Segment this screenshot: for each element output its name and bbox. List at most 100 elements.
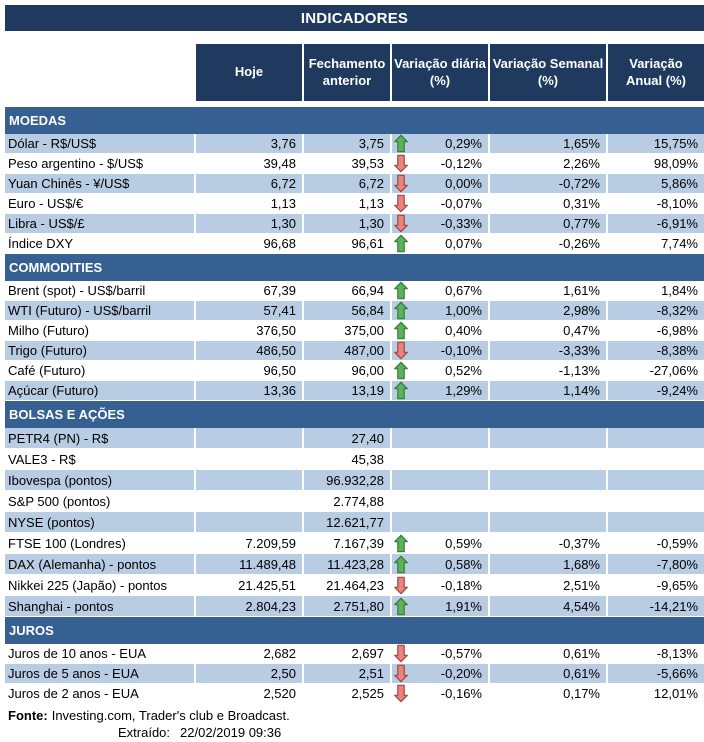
cell-variacao-diaria bbox=[392, 428, 488, 449]
cell-fechamento-anterior: 2,525 bbox=[304, 684, 390, 704]
cell-variacao-diaria: 1,91% bbox=[392, 596, 488, 617]
cell-hoje: 7.209,59 bbox=[196, 533, 302, 554]
cell-fechamento-anterior: 45,38 bbox=[304, 449, 390, 470]
cell-fechamento-anterior: 56,84 bbox=[304, 301, 390, 321]
cell-fechamento-anterior: 487,00 bbox=[304, 341, 390, 361]
up-arrow-icon bbox=[393, 381, 408, 400]
cell-fechamento-anterior: 96.932,28 bbox=[304, 470, 390, 491]
cell-fechamento-anterior: 3,75 bbox=[304, 134, 390, 154]
table-row: Brent (spot) - US$/barril 67,39 66,94 0,67%… bbox=[5, 281, 704, 301]
cell-variacao-diaria: 0,59% bbox=[392, 533, 488, 554]
row-label: Brent (spot) - US$/barril bbox=[5, 281, 194, 301]
table-row: Milho (Futuro) 376,50 375,00 0,40% 0,47% -6,9… bbox=[5, 321, 704, 341]
row-label: DAX (Alemanha) - pontos bbox=[5, 554, 194, 575]
cell-hoje: 96,68 bbox=[196, 234, 302, 254]
table-row: Nikkei 225 (Japão) - pontos 21.425,51 21.4… bbox=[5, 575, 704, 596]
down-arrow-icon bbox=[393, 664, 408, 683]
cell-fechamento-anterior: 375,00 bbox=[304, 321, 390, 341]
cell-fechamento-anterior: 2,697 bbox=[304, 644, 390, 664]
cell-variacao-diaria: 0,58% bbox=[392, 554, 488, 575]
cell-hoje bbox=[196, 449, 302, 470]
column-header-variacao-anual: Variação Anual (%) bbox=[608, 44, 704, 101]
table-row: Açúcar (Futuro) 13,36 13,19 1,29% 1,14% -9,24… bbox=[5, 381, 704, 401]
row-label: Trigo (Futuro) bbox=[5, 341, 194, 361]
cell-variacao-semanal: 4,54% bbox=[490, 596, 606, 617]
cell-variacao-semanal bbox=[490, 470, 606, 491]
cell-fechamento-anterior: 1,13 bbox=[304, 194, 390, 214]
row-label: PETR4 (PN) - R$ bbox=[5, 428, 194, 449]
cell-fechamento-anterior: 96,61 bbox=[304, 234, 390, 254]
cell-hoje: 3,76 bbox=[196, 134, 302, 154]
cell-hoje bbox=[196, 491, 302, 512]
cell-fechamento-anterior: 2,51 bbox=[304, 664, 390, 684]
up-arrow-icon bbox=[393, 281, 408, 300]
cell-variacao-anual: -9,24% bbox=[608, 381, 704, 401]
variacao-diaria-value: -0,16% bbox=[440, 686, 482, 701]
cell-fechamento-anterior: 21.464,23 bbox=[304, 575, 390, 596]
row-label: Yuan Chinês - ¥/US$ bbox=[5, 174, 194, 194]
cell-variacao-anual bbox=[608, 449, 704, 470]
cell-variacao-semanal: 2,98% bbox=[490, 301, 606, 321]
variacao-diaria-value: -0,20% bbox=[440, 666, 482, 681]
cell-hoje: 2,50 bbox=[196, 664, 302, 684]
cell-variacao-semanal: 0,61% bbox=[490, 644, 606, 664]
cell-variacao-semanal: 1,68% bbox=[490, 554, 606, 575]
row-label: NYSE (pontos) bbox=[5, 512, 194, 533]
row-label: FTSE 100 (Londres) bbox=[5, 533, 194, 554]
up-arrow-icon bbox=[393, 301, 408, 320]
table-row: DAX (Alemanha) - pontos 11.489,48 11.423,2… bbox=[5, 554, 704, 575]
extracted-line: Extraído: 22/02/2019 09:36 bbox=[118, 724, 704, 742]
row-label: Milho (Futuro) bbox=[5, 321, 194, 341]
cell-variacao-diaria: -0,16% bbox=[392, 684, 488, 704]
cell-hoje: 2.804,23 bbox=[196, 596, 302, 617]
table-row: Juros de 10 anos - EUA 2,682 2,697 -0,57% 0,… bbox=[5, 644, 704, 664]
variacao-diaria-value: -0,12% bbox=[440, 156, 482, 171]
down-arrow-icon bbox=[393, 194, 408, 213]
cell-hoje: 11.489,48 bbox=[196, 554, 302, 575]
cell-variacao-diaria: -0,07% bbox=[392, 194, 488, 214]
cell-hoje: 13,36 bbox=[196, 381, 302, 401]
table-row: Juros de 5 anos - EUA 2,50 2,51 -0,20% 0,61%… bbox=[5, 664, 704, 684]
table-row: Ibovespa (pontos) 96.932,28 bbox=[5, 470, 704, 491]
cell-fechamento-anterior: 6,72 bbox=[304, 174, 390, 194]
cell-variacao-diaria: -0,18% bbox=[392, 575, 488, 596]
variacao-diaria-value: 0,40% bbox=[445, 323, 482, 338]
variacao-diaria-value: 0,52% bbox=[445, 363, 482, 378]
variacao-diaria-value: 0,59% bbox=[445, 535, 482, 551]
cell-fechamento-anterior: 96,00 bbox=[304, 361, 390, 381]
cell-variacao-anual: 7,74% bbox=[608, 234, 704, 254]
column-header-variacao-diaria: Variação diária (%) bbox=[392, 44, 488, 101]
cell-fechamento-anterior: 2.751,80 bbox=[304, 596, 390, 617]
cell-variacao-semanal: 0,77% bbox=[490, 214, 606, 234]
variacao-diaria-value: 1,00% bbox=[445, 303, 482, 318]
section-header-commodities: COMMODITIES bbox=[5, 254, 704, 281]
row-label: Açúcar (Futuro) bbox=[5, 381, 194, 401]
cell-fechamento-anterior: 12.621,77 bbox=[304, 512, 390, 533]
column-header-empty bbox=[5, 44, 194, 101]
cell-variacao-semanal: 1,14% bbox=[490, 381, 606, 401]
cell-variacao-anual: -6,91% bbox=[608, 214, 704, 234]
variacao-diaria-value: 0,67% bbox=[445, 283, 482, 298]
cell-hoje: 376,50 bbox=[196, 321, 302, 341]
cell-variacao-anual: 1,84% bbox=[608, 281, 704, 301]
cell-hoje: 21.425,51 bbox=[196, 575, 302, 596]
cell-fechamento-anterior: 27,40 bbox=[304, 428, 390, 449]
row-label: Libra - US$/£ bbox=[5, 214, 194, 234]
table-row: FTSE 100 (Londres) 7.209,59 7.167,39 0,59% -… bbox=[5, 533, 704, 554]
cell-hoje: 1,13 bbox=[196, 194, 302, 214]
down-arrow-icon bbox=[393, 644, 408, 663]
variacao-diaria-value: 0,00% bbox=[445, 176, 482, 191]
extracted-label: Extraído: bbox=[118, 725, 171, 740]
cell-variacao-semanal: 1,61% bbox=[490, 281, 606, 301]
variacao-diaria-value: 0,58% bbox=[445, 556, 482, 572]
table-row: S&P 500 (pontos) 2.774,88 bbox=[5, 491, 704, 512]
cell-variacao-semanal: 2,26% bbox=[490, 154, 606, 174]
cell-variacao-anual: -7,80% bbox=[608, 554, 704, 575]
cell-variacao-semanal: -0,72% bbox=[490, 174, 606, 194]
cell-variacao-semanal: 0,61% bbox=[490, 664, 606, 684]
section-header-juros: JUROS bbox=[5, 617, 704, 644]
cell-hoje: 2,682 bbox=[196, 644, 302, 664]
cell-variacao-diaria: 0,29% bbox=[392, 134, 488, 154]
down-arrow-icon bbox=[393, 174, 408, 193]
